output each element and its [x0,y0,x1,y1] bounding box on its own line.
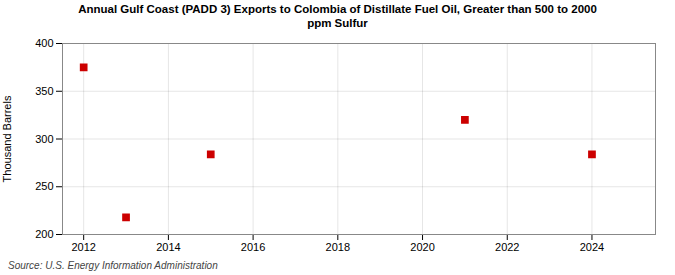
svg-text:2018: 2018 [326,241,350,253]
svg-text:2020: 2020 [410,241,434,253]
svg-text:2014: 2014 [156,241,180,253]
html-text:Source: U.S. Energy Informatio: Source: U.S. Energy Information Administ… [8,259,218,271]
svg-text:200: 200 [35,228,53,240]
svg-text:300: 300 [35,132,53,144]
svg-text:2012: 2012 [71,241,95,253]
svg-text:2016: 2016 [241,241,265,253]
svg-text:400: 400 [35,37,53,49]
svg-text:Thousand Barrels: Thousand Barrels [1,95,13,182]
svg-text:2024: 2024 [580,241,604,253]
svg-text:350: 350 [35,84,53,96]
html-text:Annual Gulf Coast (PADD 3) Exp: Annual Gulf Coast (PADD 3) Exports to Co… [78,3,597,29]
svg-text:250: 250 [35,180,53,192]
svg-text:2022: 2022 [495,241,519,253]
